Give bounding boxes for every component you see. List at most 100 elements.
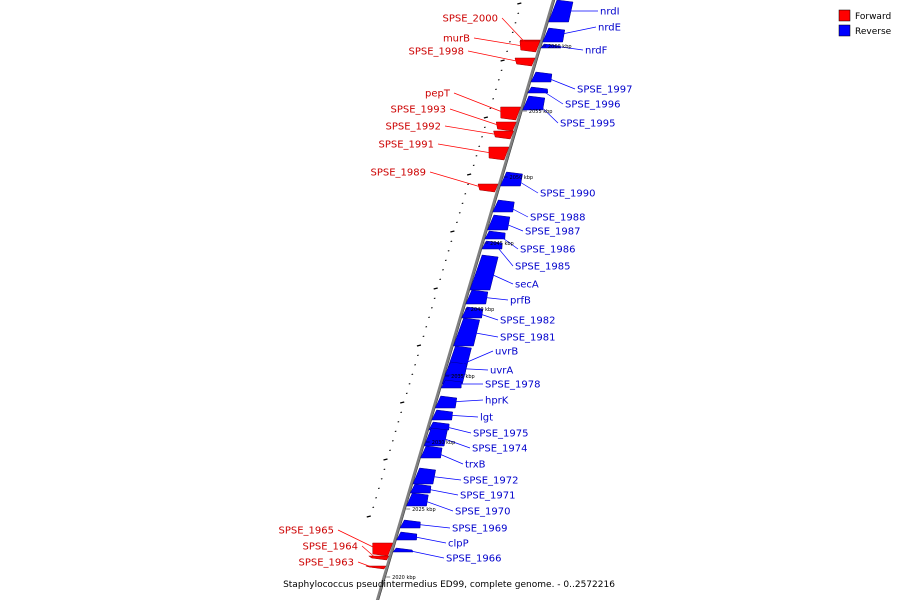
reverse-gene-block [431,409,453,421]
reverse-gene-label: SPSE_1986 [520,245,576,256]
reverse-gene-label: nrdE [598,23,621,34]
reverse-leader-line [506,205,529,218]
reverse-leader-line [502,222,524,232]
reverse-gene-block [409,483,432,494]
reverse-gene-block [542,27,566,43]
reverse-leader-line [424,488,459,496]
track-dash [416,344,422,347]
legend-forward-label: Forward [855,12,891,22]
forward-leader-line [429,171,485,189]
reverse-gene-label: SPSE_1982 [500,316,556,327]
genome-backbone [375,0,556,600]
reverse-gene-label: SPSE_1974 [472,444,528,455]
reverse-leader-line [460,350,494,366]
forward-gene-label: SPSE_1964 [303,542,359,553]
reverse-gene-label: SPSE_1969 [452,524,508,535]
reverse-leader-line [498,234,519,250]
reverse-gene-block [492,199,515,213]
forward-gene-label: murB [443,34,470,45]
reverse-leader-line [495,244,514,267]
reverse-gene-label: SPSE_1985 [515,262,571,273]
forward-leader-line [444,125,500,136]
kbp-tick-label: 2030 kbp [432,440,456,446]
reverse-leader-line [480,296,509,301]
forward-leader-line [501,17,527,45]
forward-gene-label: pepT [425,89,451,100]
reverse-gene-block [396,531,418,541]
reverse-gene-block [440,379,462,389]
reverse-gene-label: prfB [510,296,531,307]
reverse-leader-line [557,26,597,36]
reverse-gene-block [522,95,546,111]
kbp-tick-label: 2025 kbp [412,507,436,513]
reverse-gene-block [406,492,429,507]
reverse-leader-line [445,414,479,418]
forward-gene-label: SPSE_1992 [386,122,442,133]
reverse-gene-label: nrdI [600,7,620,18]
reverse-gene-block [412,467,436,485]
forward-leader-line [437,143,495,154]
reverse-gene-label: SPSE_1990 [540,189,596,200]
reverse-gene-label: SPSE_1981 [500,333,556,344]
reverse-gene-label: clpP [448,539,469,550]
track-dash [466,173,472,176]
forward-gene-label: SPSE_1991 [379,140,435,151]
reverse-gene-label: SPSE_1966 [446,554,502,565]
reverse-gene-block [444,361,468,376]
reverse-gene-block [399,519,421,529]
reverse-gene-label: SPSE_1988 [530,213,586,224]
forward-gene-label: SPSE_1998 [409,47,465,58]
legend-reverse-swatch [838,24,851,37]
reverse-gene-block [465,289,489,305]
track-dash [383,458,388,461]
reverse-gene-label: nrdF [585,46,608,57]
reverse-gene-block [423,427,448,447]
track-dash [450,230,455,233]
reverse-leader-line [420,499,454,512]
gene-features [365,0,574,570]
reverse-leader-line [469,331,499,338]
reverse-gene-label: SPSE_1995 [560,119,616,130]
reverse-leader-line [449,399,484,403]
gene-labels: SPSE_2000 murB SPSE_1998 pepT SPSE_1993 SPSE_… [279,7,633,569]
reverse-gene-block [434,395,458,409]
reverse-gene-label: uvrA [490,366,513,377]
reverse-leader-line [439,436,471,449]
track-dash [500,59,505,62]
reverse-gene-block [392,547,414,553]
forward-leader-line [361,545,376,559]
forward-gene-label: SPSE_1989 [371,168,427,179]
reverse-leader-line [442,425,472,434]
forward-gene-block [500,106,521,121]
reverse-gene-block [469,254,499,291]
kbp-tick-label: 2055 kbp [529,109,553,115]
reverse-gene-label: trxB [465,460,486,471]
reverse-gene-label: SPSE_1972 [463,476,519,487]
forward-leader-line [357,561,374,568]
track-dash [483,116,489,119]
forward-gene-label: SPSE_2000 [443,14,499,25]
reverse-gene-block [420,445,443,459]
reverse-leader-line [540,89,564,105]
kbp-tick-label: 2060 kbp [548,44,572,50]
reverse-gene-label: SPSE_1975 [473,429,529,440]
kbp-tick-label: 2050 kbp [510,175,534,181]
reverse-leader-line [427,475,462,481]
reverse-gene-block [548,0,574,23]
legend: Forward Reverse [838,9,892,37]
forward-gene-block [495,121,517,132]
reverse-leader-line [413,523,451,529]
reverse-gene-block [527,86,548,94]
kbp-tick-label: 2040 kbp [471,307,495,313]
reverse-leader-line [410,535,447,544]
forward-gene-label: SPSE_1993 [391,105,447,116]
reverse-leader-line [459,368,489,371]
track-dash [400,401,405,404]
reverse-gene-label: SPSE_1971 [460,491,516,502]
forward-leader-line [467,50,522,63]
reverse-gene-label: uvrB [495,347,518,358]
forward-gene-block [519,40,541,53]
forward-leader-line [449,108,503,127]
reverse-gene-label: hprK [485,396,509,407]
kbp-tick-label: 2035 kbp [451,374,475,380]
